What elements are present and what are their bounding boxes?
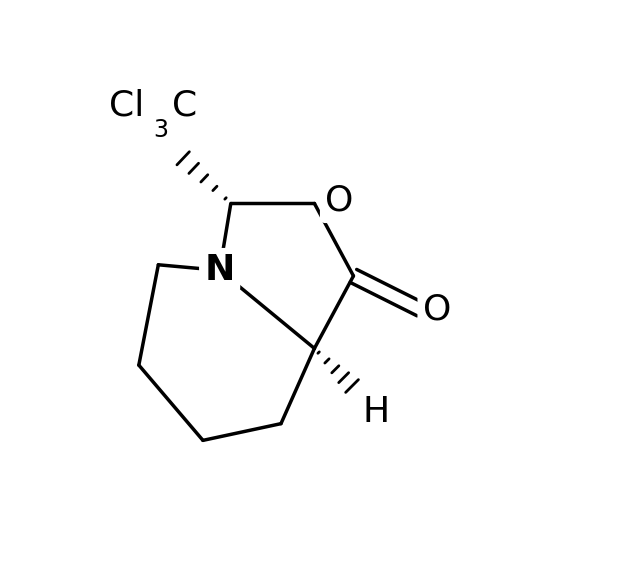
Text: O: O	[325, 184, 354, 218]
Text: O: O	[423, 292, 451, 327]
Text: H: H	[362, 395, 389, 430]
Text: Cl: Cl	[109, 89, 145, 123]
Text: N: N	[204, 253, 235, 287]
Text: 3: 3	[153, 118, 168, 142]
Text: C: C	[172, 89, 198, 123]
